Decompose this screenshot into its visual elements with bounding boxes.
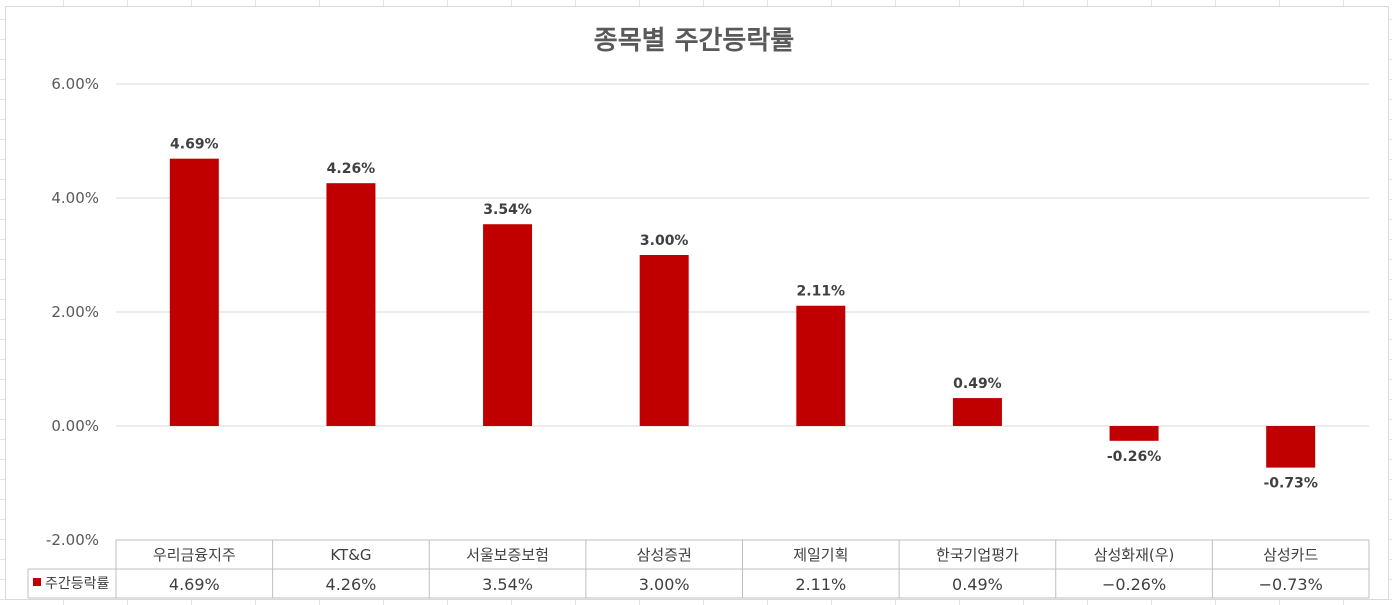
legend-label: 주간등락률	[45, 576, 110, 592]
y-tick-label: 6.00%	[51, 75, 99, 93]
legend-swatch	[33, 578, 41, 586]
table-value: 4.69%	[169, 575, 220, 594]
category-label: KT&G	[330, 546, 371, 564]
data-label: -0.73%	[1263, 476, 1317, 492]
category-label: 삼성증권	[637, 546, 692, 564]
y-tick-label: 0.00%	[51, 417, 99, 435]
data-label: 3.54%	[483, 202, 532, 218]
table-value: 4.26%	[326, 575, 377, 594]
bar	[1266, 426, 1316, 468]
table-value: −0.73%	[1259, 575, 1323, 594]
category-label: 제일기획	[793, 546, 848, 564]
bar	[326, 183, 376, 426]
bar	[952, 398, 1002, 426]
data-label: 3.00%	[640, 233, 689, 249]
category-label: 우리금융지주	[153, 546, 236, 564]
bar	[1109, 426, 1159, 441]
data-label: 4.69%	[170, 137, 219, 153]
category-label: 삼성카드	[1263, 546, 1318, 564]
data-label: 2.11%	[797, 284, 846, 300]
table-value: −0.26%	[1102, 575, 1166, 594]
data-label: 0.49%	[953, 376, 1002, 392]
bar	[169, 158, 219, 427]
data-label: -0.26%	[1107, 449, 1161, 465]
y-tick-label: 2.00%	[51, 303, 99, 321]
bar	[639, 255, 689, 426]
table-value: 3.54%	[482, 575, 533, 594]
y-tick-label: 4.00%	[51, 189, 99, 207]
bar	[796, 305, 846, 426]
category-label: 삼성화재(우)	[1094, 546, 1175, 564]
category-label: 한국기업평가	[936, 546, 1019, 564]
table-value: 3.00%	[639, 575, 690, 594]
table-value: 0.49%	[952, 575, 1003, 594]
y-tick-label: -2.00%	[46, 531, 99, 549]
bar	[483, 224, 533, 426]
table-value: 2.11%	[795, 575, 846, 594]
chart-area: 종목별 주간등락률 6.00% 4.00% 2.00% 0.00% -2.00% 4.69…	[5, 6, 1389, 600]
category-label: 서울보증보험	[466, 546, 549, 564]
data-label: 4.26%	[327, 161, 376, 177]
chart-title: 종목별 주간등락률	[594, 26, 794, 56]
bar-chart: 종목별 주간등락률 6.00% 4.00% 2.00% 0.00% -2.00% 4.69…	[27, 26, 1370, 599]
